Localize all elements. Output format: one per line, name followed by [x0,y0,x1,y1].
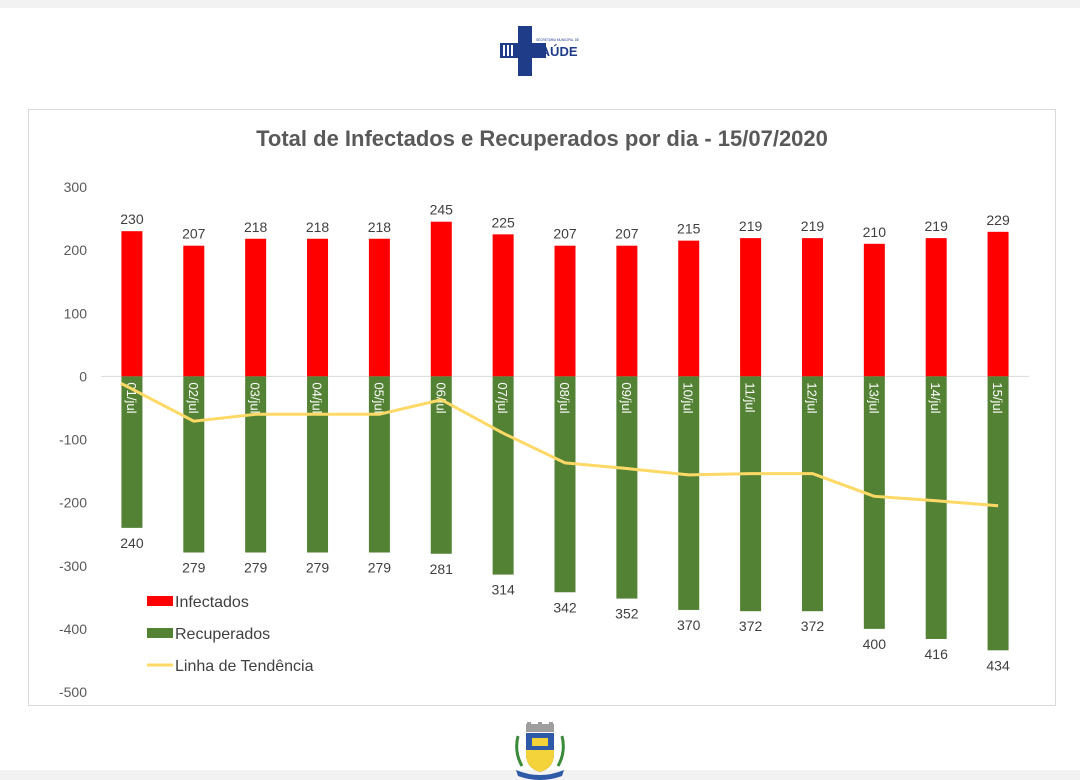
category-label: 03/jul [248,382,263,413]
y-tick-label: -500 [59,684,87,700]
data-label-recuperados: 372 [739,618,763,634]
legend-swatch-infectados [147,596,173,606]
data-label-infectados: 218 [244,219,268,235]
municipal-coat-of-arms-icon [512,722,568,780]
bar-infectados [493,234,514,376]
legend-label: Linha de Tendência [175,658,314,675]
data-label-recuperados: 434 [986,657,1010,673]
bar-recuperados [988,376,1009,650]
legend-swatch-recuperados [147,628,173,638]
category-label: 04/jul [310,382,325,413]
logo-org-small: SECRETARIA MUNICIPAL DE [536,38,579,42]
bar-infectados [678,241,699,377]
category-label: 08/jul [557,382,572,413]
y-tick-label: 0 [79,368,87,384]
category-label: 05/jul [371,382,386,413]
data-label-infectados: 215 [677,221,701,237]
bar-infectados [988,232,1009,377]
data-label-recuperados: 281 [430,561,454,577]
category-label: 02/jul [186,382,201,413]
chart-title: Total de Infectados e Recuperados por di… [256,126,828,151]
y-tick-label: -400 [59,621,87,637]
bar-infectados [183,246,204,377]
logo-org-name: SAÚDE [532,44,578,59]
y-tick-label: 200 [64,242,88,258]
data-label-infectados: 218 [368,219,392,235]
bar-infectados [802,238,823,376]
data-label-infectados: 219 [925,218,949,234]
category-label: 15/jul [990,382,1005,413]
infectados-bars [121,222,1008,377]
data-label-recuperados: 416 [925,646,949,662]
data-label-recuperados: 352 [615,606,639,622]
data-label-infectados: 207 [182,226,206,242]
data-label-recuperados: 400 [863,636,887,652]
category-label: 07/jul [495,382,510,413]
data-label-infectados: 210 [863,224,887,240]
data-label-infectados: 219 [801,218,825,234]
chart-svg: Total de Infectados e Recuperados por di… [29,110,1055,705]
page: SECRETARIA MUNICIPAL DE SAÚDE Total de I… [0,8,1080,770]
bar-infectados [307,239,328,377]
bar-infectados [369,239,390,377]
category-label: 06/jul [433,382,448,413]
chart-container: Total de Infectados e Recuperados por di… [28,109,1056,706]
bar-infectados [555,246,576,377]
bar-infectados [864,244,885,377]
y-tick-label: -200 [59,495,87,511]
bar-infectados [121,231,142,376]
bar-infectados [431,222,452,377]
category-label: 13/jul [866,382,881,413]
category-label: 12/jul [804,382,819,413]
y-axis: 300 200 100 0 -100 -200 -300 -400 -500 [59,179,87,700]
bar-infectados [616,246,637,377]
data-label-recuperados: 314 [491,582,515,598]
y-tick-label: 300 [64,179,88,195]
data-label-infectados: 207 [615,226,639,242]
category-label: 14/jul [928,382,943,413]
legend: Infectados Recuperados Linha de Tendência [147,594,314,675]
bar-infectados [740,238,761,376]
category-label: 10/jul [681,382,696,413]
bar-recuperados [864,376,885,629]
data-label-recuperados: 240 [120,535,144,551]
data-label-infectados: 225 [491,214,515,230]
category-label: 09/jul [619,382,634,413]
data-label-recuperados: 279 [306,559,330,575]
data-label-infectados: 230 [120,211,144,227]
category-label: 11/jul [743,382,758,412]
data-label-recuperados: 279 [182,559,206,575]
y-tick-label: 100 [64,305,88,321]
y-tick-label: -100 [59,432,87,448]
data-label-infectados: 245 [430,202,454,218]
data-label-recuperados: 279 [244,559,268,575]
data-label-recuperados: 372 [801,618,825,634]
data-label-recuperados: 370 [677,617,701,633]
bar-infectados [926,238,947,376]
secretaria-saude-logo: SECRETARIA MUNICIPAL DE SAÚDE [500,26,580,76]
data-label-recuperados: 342 [553,599,577,615]
legend-label: Infectados [175,594,249,611]
data-label-infectados: 229 [986,212,1010,228]
data-label-infectados: 207 [553,226,577,242]
data-label-infectados: 218 [306,219,330,235]
data-label-recuperados: 279 [368,559,392,575]
data-label-infectados: 219 [739,218,763,234]
legend-label: Recuperados [175,626,270,643]
bar-infectados [245,239,266,377]
bar-recuperados [926,376,947,639]
y-tick-label: -300 [59,558,87,574]
